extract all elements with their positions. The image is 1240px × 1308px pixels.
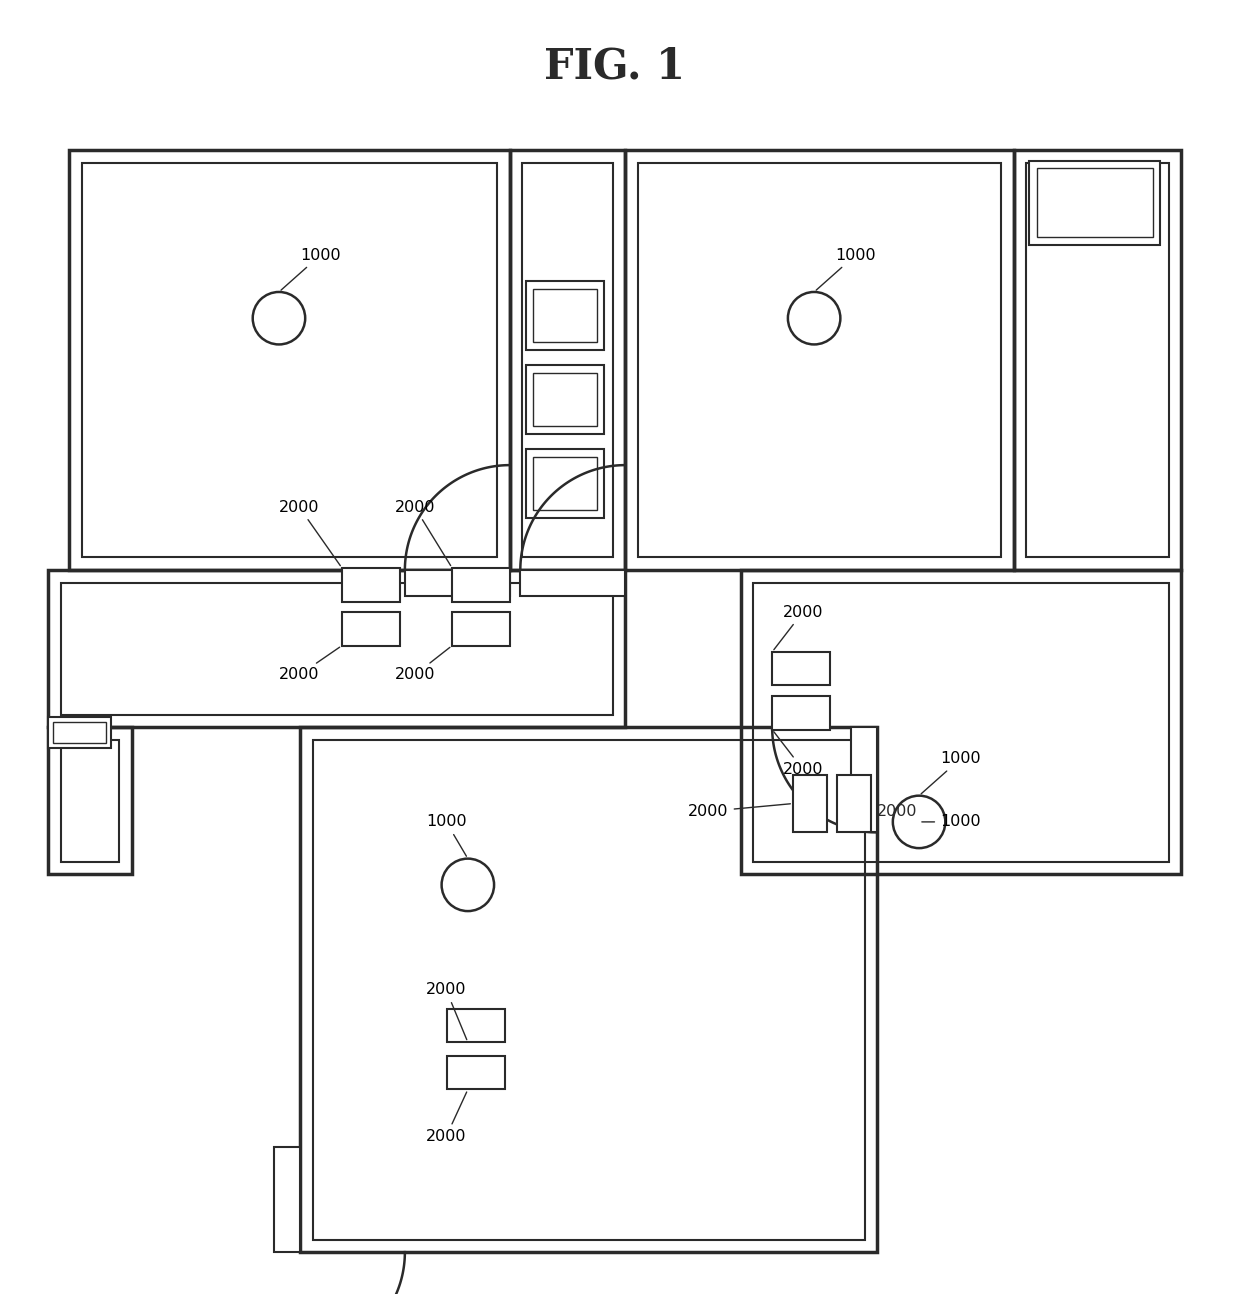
Bar [342,612,399,646]
Bar [82,164,497,557]
Bar [625,150,1013,570]
Bar [274,1147,300,1252]
Bar [637,164,1001,557]
Bar [837,774,870,832]
Bar [1029,161,1161,245]
Bar [48,717,112,748]
Text: 1000: 1000 [281,247,341,290]
Bar [61,740,119,862]
Bar [61,582,613,715]
Text: 2000: 2000 [394,647,450,683]
Circle shape [787,292,841,344]
Bar [405,570,510,596]
Bar [48,727,131,874]
Bar [526,450,604,518]
Bar [521,570,625,596]
Bar [453,568,510,602]
Bar [1013,150,1182,570]
Circle shape [441,858,494,912]
Bar [300,727,877,1252]
Bar [510,150,625,570]
Bar [533,289,596,343]
Text: 2000: 2000 [279,647,340,683]
Text: 2000: 2000 [425,1092,466,1144]
Circle shape [253,292,305,344]
Bar [851,727,877,832]
Text: 1000: 1000 [921,751,981,794]
Bar [342,568,399,602]
Bar [794,774,827,832]
Bar [773,651,830,685]
Bar [740,570,1182,874]
Text: 2000: 2000 [877,804,918,819]
Bar [53,722,105,743]
Text: 2000: 2000 [688,804,790,819]
Text: 2000: 2000 [394,500,450,565]
Bar [526,365,604,434]
Text: FIG. 1: FIG. 1 [544,46,686,88]
Bar [312,740,864,1240]
Bar [773,696,830,730]
Bar [48,570,625,727]
Text: 1000: 1000 [921,815,981,829]
Bar [753,582,1169,862]
Circle shape [893,795,945,848]
Text: 2000: 2000 [774,731,823,777]
Text: 2000: 2000 [774,604,823,650]
Bar [69,150,510,570]
Bar [453,612,510,646]
Bar [446,1008,505,1042]
Text: 2000: 2000 [279,500,340,565]
Bar [1037,169,1153,238]
Bar [526,281,604,349]
Bar [446,1056,505,1090]
Text: 2000: 2000 [425,982,466,1040]
Bar [1027,164,1169,557]
Bar [522,164,613,557]
Bar [533,456,596,510]
Bar [533,373,596,426]
Text: 1000: 1000 [816,247,875,290]
Text: 1000: 1000 [425,815,466,857]
